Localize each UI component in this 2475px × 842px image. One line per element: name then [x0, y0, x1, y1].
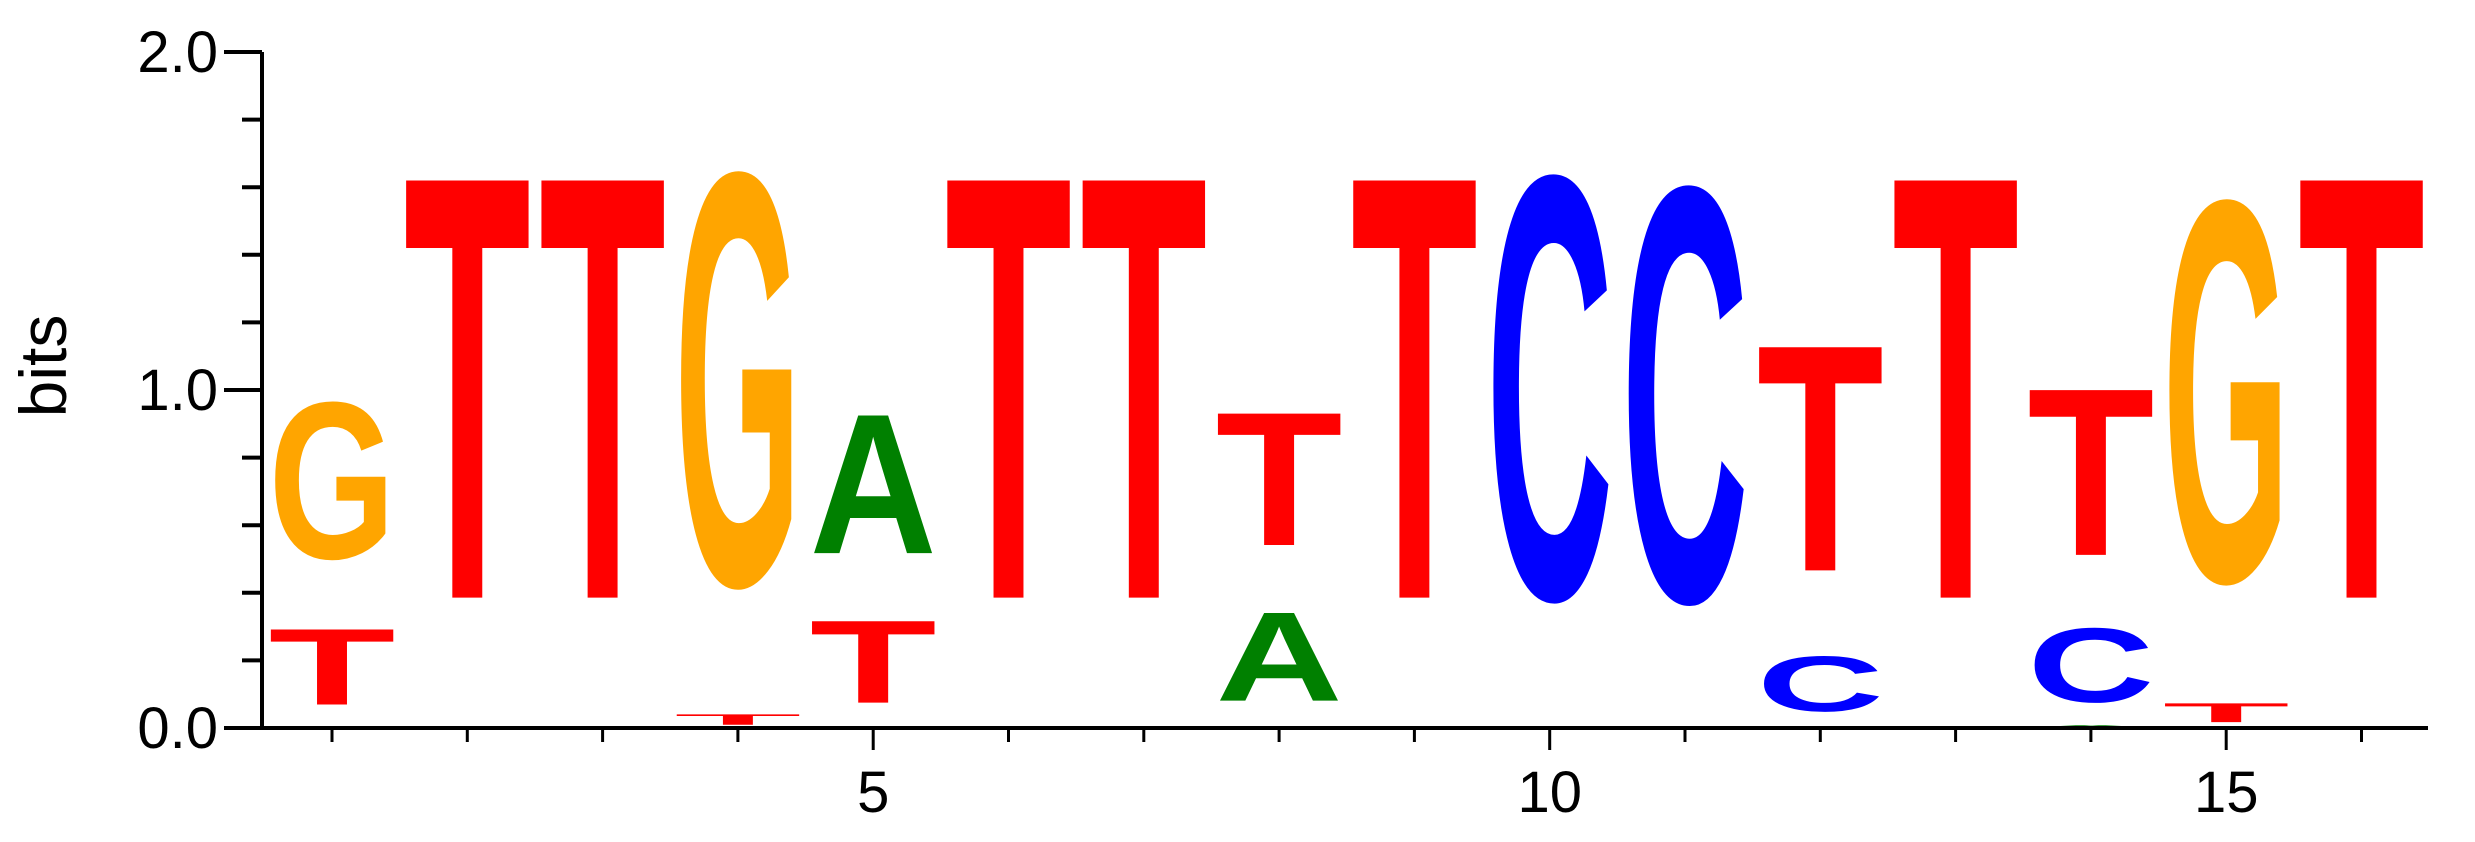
- axes: 0.0 1.0 2.0 5 10 15: [137, 20, 2428, 825]
- logo-column: T: [1080, 51, 1207, 728]
- y-axis-label: bits: [6, 315, 80, 418]
- logo-letter: T: [539, 51, 666, 728]
- logo-column: C: [1622, 62, 1749, 726]
- logo-letter: T: [945, 51, 1072, 728]
- logo-letter: A: [810, 372, 937, 596]
- y-tick-label: 2.0: [137, 20, 218, 85]
- logo-letter: T: [2298, 51, 2425, 728]
- logo-letter: T: [810, 596, 937, 728]
- logo-column: C: [1486, 49, 1613, 727]
- logo-letter: C: [1622, 62, 1749, 726]
- logo-column: T: [539, 51, 666, 728]
- logo-column: T: [2298, 51, 2425, 728]
- logo-column: T: [1351, 51, 1478, 728]
- logo-column: T: [945, 51, 1072, 728]
- logo-letter: T: [269, 607, 396, 729]
- y-tick-label: 1.0: [137, 358, 218, 423]
- logo-letter: G: [2163, 87, 2290, 697]
- logo-letter: T: [2027, 338, 2154, 606]
- x-tick-label: 5: [857, 760, 889, 825]
- logo-letter: T: [1892, 51, 2019, 728]
- logo-letter: G: [269, 355, 396, 607]
- logo-column: TA: [810, 372, 937, 728]
- logo-letter: G: [674, 48, 801, 709]
- letter-stacks: TGTTTGTATTATTCCCTTACTTGT: [269, 48, 2425, 728]
- x-tick-label: 15: [2194, 760, 2259, 825]
- y-ticks: 0.0 1.0 2.0: [137, 20, 262, 761]
- logo-letter: T: [2163, 698, 2290, 728]
- logo-letter: A: [1216, 585, 1343, 728]
- y-tick-label: 0.0: [137, 696, 218, 761]
- logo-column: AT: [1216, 373, 1343, 728]
- logo-column: TG: [269, 355, 396, 729]
- logo-column: ACT: [2027, 338, 2154, 728]
- logo-letter: T: [1080, 51, 1207, 728]
- logo-column: TG: [2163, 87, 2290, 728]
- logo-column: CT: [1757, 276, 1884, 728]
- logo-letter: T: [404, 51, 531, 728]
- logo-letter: T: [1757, 276, 1884, 639]
- logo-letter: C: [1486, 49, 1613, 727]
- logo-column: TG: [674, 48, 801, 728]
- logo-column: T: [404, 51, 531, 728]
- logo-letter: T: [674, 711, 801, 728]
- x-tick-label: 10: [1517, 760, 1582, 825]
- x-ticks: 5 10 15: [330, 728, 2363, 825]
- logo-letter: T: [1216, 373, 1343, 586]
- logo-letter: C: [1757, 640, 1884, 728]
- logo-column: T: [1892, 51, 2019, 728]
- logo-letter: C: [2027, 606, 2154, 724]
- logo-letter: T: [1351, 51, 1478, 728]
